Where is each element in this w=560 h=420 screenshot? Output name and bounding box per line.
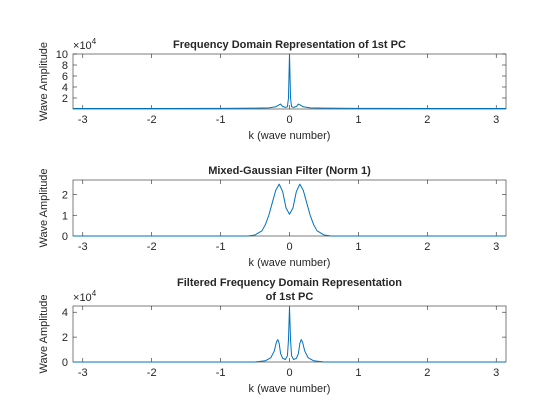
chart-subtitle: of 1st PC [266,291,314,303]
x-tick-label: 3 [493,114,499,126]
x-tick-label: 3 [493,367,499,379]
x-tick-label: 0 [286,241,292,253]
x-tick-label: -3 [78,114,88,126]
x-tick-label: -3 [78,241,88,253]
y-axis-label: Wave Amplitude [38,42,50,121]
subplot-2: -3 -2 -1 0 1 2 3 0 1 2 Mixed-Gaussian Filter (Norm… [38,165,507,269]
y-exponent-times: × [73,40,79,52]
x-tick-label: 0 [286,114,292,126]
x-tick-label: 1 [355,241,361,253]
y-tick-label: 0 [62,231,68,243]
y-exponent-label: ×104 [73,37,97,52]
x-tick-label: -2 [147,367,157,379]
y-tick-label: 1 [62,210,68,222]
y-tick-label: 4 [62,82,68,94]
x-tick-label: -1 [216,367,226,379]
y-exponent-times: × [73,292,79,304]
x-tick-label: 1 [355,367,361,379]
y-exponent-power: 4 [92,37,97,46]
x-axis-label: k (wave number) [249,383,331,395]
x-tick-label: 2 [424,241,430,253]
chart-title: Filtered Frequency Domain Representation [177,277,402,289]
y-exponent-base: 10 [79,40,91,52]
y-axis-label: Wave Amplitude [38,168,50,247]
chart-title: Frequency Domain Representation of 1st P… [173,39,406,51]
series-line-1 [73,306,506,363]
axes-box [72,179,507,237]
x-tick-label: 0 [286,367,292,379]
series-line-1 [73,183,506,237]
x-tick-label: 2 [424,114,430,126]
x-tick-label: 1 [355,114,361,126]
x-tick-label: -2 [147,241,157,253]
y-tick-label: 2 [62,93,68,105]
x-tick-label: -2 [147,114,157,126]
x-tick-label: 3 [493,241,499,253]
y-axis-label: Wave Amplitude [38,294,50,373]
x-axis-label: k (wave number) [249,130,331,142]
y-tick-label: 4 [62,307,68,319]
y-tick-label: 6 [62,71,68,83]
x-tick-label: 2 [424,367,430,379]
y-tick-label: 10 [56,49,68,61]
series-line-1 [72,53,507,110]
y-exponent-base: 10 [79,292,91,304]
chart-title: Mixed-Gaussian Filter (Norm 1) [208,165,371,177]
y-tick-label: 2 [62,332,68,344]
y-tick-label: 8 [62,60,68,72]
y-tick-label: 0 [62,357,68,369]
y-exponent-label: ×104 [73,289,97,304]
x-tick-label: -1 [216,114,226,126]
x-tick-label: -3 [78,367,88,379]
y-tick-label: 2 [62,190,68,202]
x-tick-label: -1 [216,241,226,253]
y-exponent-power: 4 [92,289,97,298]
x-axis-label: k (wave number) [249,257,331,269]
